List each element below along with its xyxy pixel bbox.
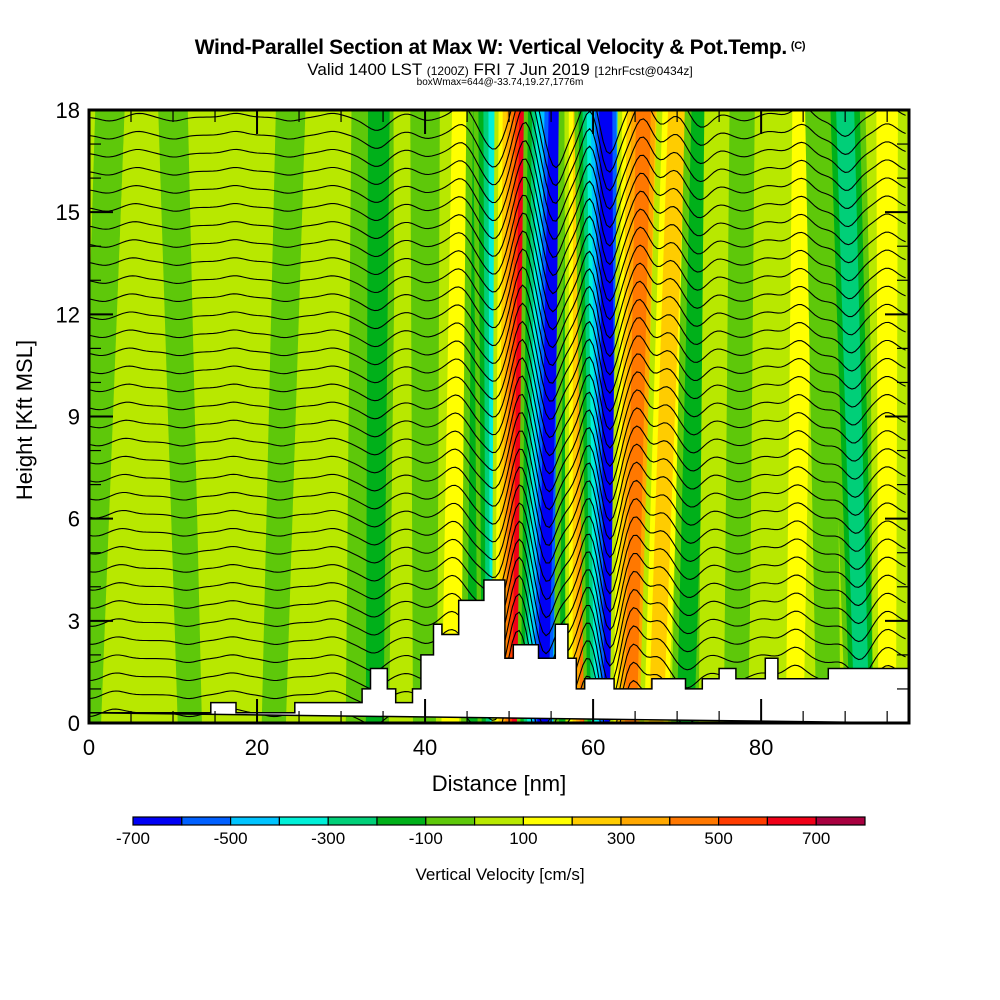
isentrope-line xyxy=(89,448,906,546)
colorbar-label: 300 xyxy=(607,829,635,848)
colorbar-segment xyxy=(474,816,525,826)
x-tick-label: 80 xyxy=(749,735,773,760)
colorbar-segment xyxy=(620,816,671,826)
y-tick-label: 3 xyxy=(68,609,80,634)
colorbar-segment xyxy=(522,816,573,826)
colorbar-label: 100 xyxy=(509,829,537,848)
colorbar-label: -500 xyxy=(214,829,248,848)
isentrope-line xyxy=(89,230,906,331)
colorbar-segment xyxy=(717,816,768,826)
isentrope-line xyxy=(89,484,906,582)
isentrope-line xyxy=(89,110,906,169)
colorbar-label: -300 xyxy=(311,829,345,848)
colorbar-segment xyxy=(230,816,281,826)
chart-subtitle: Valid 1400 LST (1200Z) FRI 7 Jun 2019 [1… xyxy=(0,60,1000,80)
y-tick-label: 0 xyxy=(68,711,80,736)
isentrope-line xyxy=(89,176,906,277)
velocity-band xyxy=(749,110,785,723)
colorbar-segment xyxy=(376,816,427,826)
velocity-band xyxy=(698,110,734,723)
valid-prefix: Valid 1400 LST xyxy=(307,60,422,79)
isentrope-line xyxy=(89,502,906,601)
colorbar xyxy=(132,816,866,826)
x-tick-label: 40 xyxy=(413,735,437,760)
isentrope-line xyxy=(89,140,906,240)
copyright-mark: (C) xyxy=(790,40,806,52)
y-tick-label: 18 xyxy=(56,98,80,123)
velocity-band xyxy=(836,110,870,723)
isentrope-line xyxy=(89,466,906,564)
terrain xyxy=(89,579,909,723)
isentrope-line xyxy=(89,430,906,529)
velocity-band xyxy=(785,110,814,723)
velocity-band xyxy=(317,110,348,723)
chart-title-text: Wind-Parallel Section at Max W: Vertical… xyxy=(194,36,788,59)
colorbar-label: -100 xyxy=(409,829,443,848)
y-axis: 0 3 6 9 12 15 18 xyxy=(56,98,909,736)
isentrope-line xyxy=(89,338,906,439)
x-axis-title: Distance [nm] xyxy=(432,771,567,796)
velocity-band xyxy=(648,110,687,723)
colorbar-label: 500 xyxy=(704,829,732,848)
y-axis-title: Height [Kft MSL] xyxy=(12,340,37,500)
colorbar-labels: -700 -500 -300 -100 100 300 500 700 xyxy=(116,829,830,848)
isentrope-line xyxy=(89,302,906,402)
colorbar-segment xyxy=(181,816,232,826)
x-tick-label: 20 xyxy=(245,735,269,760)
chart-title: Wind-Parallel Section at Max W: Vertical… xyxy=(0,36,1000,60)
velocity-band xyxy=(219,110,251,723)
colorbar-label: 700 xyxy=(802,829,830,848)
colorbar-label: -700 xyxy=(116,829,150,848)
valid-date: FRI 7 Jun 2019 xyxy=(473,60,590,79)
x-axis: 0 20 40 60 80 xyxy=(83,110,888,760)
velocity-band xyxy=(365,110,390,723)
isentrope-line xyxy=(89,121,906,222)
isentrope-line xyxy=(89,412,906,511)
colorbar-segment xyxy=(766,816,817,826)
isentrope-line xyxy=(89,320,906,420)
colorbar-title: Vertical Velocity [cm/s] xyxy=(415,865,584,884)
isentrope-line xyxy=(89,212,906,313)
isentrope-line xyxy=(89,266,906,367)
velocity-band xyxy=(102,110,155,723)
isentrope-line xyxy=(89,357,906,457)
colorbar-segment xyxy=(425,816,476,826)
y-tick-label: 15 xyxy=(56,200,80,225)
isentrope-line xyxy=(89,110,906,204)
colorbar-segment xyxy=(571,816,622,826)
terrain-profile xyxy=(89,579,909,723)
valid-utc: (1200Z) xyxy=(426,64,469,78)
colorbar-segment xyxy=(327,816,378,826)
isentrope-line xyxy=(89,284,906,384)
x-tick-label: 0 xyxy=(83,735,95,760)
isentrope-line xyxy=(89,158,906,258)
y-tick-label: 9 xyxy=(68,405,80,430)
isentrope-line xyxy=(89,194,906,295)
isentrope-line xyxy=(89,248,906,349)
forecast-info: [12hrFcst@0434z] xyxy=(594,64,693,78)
y-tick-label: 6 xyxy=(68,507,80,532)
colorbar-segment xyxy=(815,816,866,826)
x-tick-label: 60 xyxy=(581,735,605,760)
colorbar-segment xyxy=(669,816,720,826)
colorbar-segment xyxy=(132,816,183,826)
box-wmax-info: boxWmax=644@-33.74,19.27,1776m xyxy=(416,77,584,88)
velocity-band xyxy=(624,110,651,723)
y-tick-label: 12 xyxy=(56,302,80,327)
isentrope-line xyxy=(89,393,906,493)
velocity-band xyxy=(537,110,562,723)
colorbar-segment xyxy=(278,816,329,826)
isentrope-line xyxy=(89,375,906,475)
isentrope-line xyxy=(89,110,906,187)
